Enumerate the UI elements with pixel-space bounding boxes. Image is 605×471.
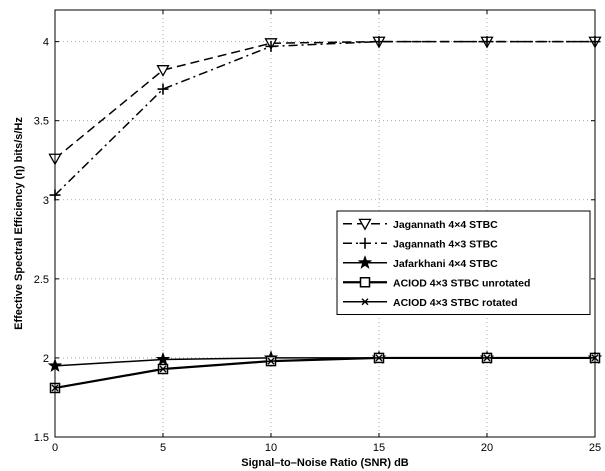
data-point (267, 357, 275, 365)
data-point (159, 365, 167, 373)
data-point (375, 354, 383, 362)
legend: Jagannath 4×4 STBC Jagannath 4×3 STBC Jafa… (336, 210, 591, 315)
legend-marker (357, 254, 373, 270)
x-axis-title: Signal–to–Noise Ratio (SNR) dB (241, 457, 409, 469)
x-tick-label: 10 (265, 442, 277, 454)
data-point (373, 36, 385, 48)
legend-label: Jafarkhani 4×4 STBC (393, 258, 498, 270)
data-point (157, 83, 169, 95)
legend-marker (359, 237, 371, 249)
legend-label: Jagannath 4×3 STBC (393, 238, 498, 250)
x-tick-label: 25 (589, 442, 601, 454)
legend-label: Jagannath 4×4 STBC (393, 219, 498, 231)
x-tick-label: 5 (160, 442, 166, 454)
series-line (54, 357, 595, 389)
y-tick-label: 3.5 (34, 116, 49, 128)
y-tick-label: 2.5 (34, 274, 49, 286)
y-tick-label: 3 (43, 195, 49, 207)
y-tick-label: 2 (43, 353, 49, 365)
x-tick-label: 15 (373, 442, 385, 454)
data-point (156, 65, 170, 77)
y-axis-title: Effective Spectral Efficiency (η) bits/s… (13, 117, 25, 330)
y-tick-label: 1.5 (34, 432, 49, 444)
legend-label: ACIOD 4×3 STBC unrotated (393, 277, 530, 289)
x-tick-label: 20 (481, 442, 493, 454)
data-point (481, 36, 493, 48)
legend-label: ACIOD 4×3 STBC rotated (393, 297, 518, 309)
legend-marker (359, 277, 371, 288)
axis-ticks: 0 5 10 15 20 25 1.5 2 2.5 3 3.5 4 (34, 10, 601, 454)
legend-marker (361, 298, 369, 306)
legend-marker (358, 218, 372, 231)
series-line (54, 40, 595, 196)
data-point (265, 40, 277, 52)
x-tick-label: 0 (52, 442, 58, 454)
y-tick-label: 4 (43, 37, 49, 49)
data-point (483, 354, 491, 362)
data-point (155, 351, 171, 366)
plot-frame (54, 9, 596, 438)
